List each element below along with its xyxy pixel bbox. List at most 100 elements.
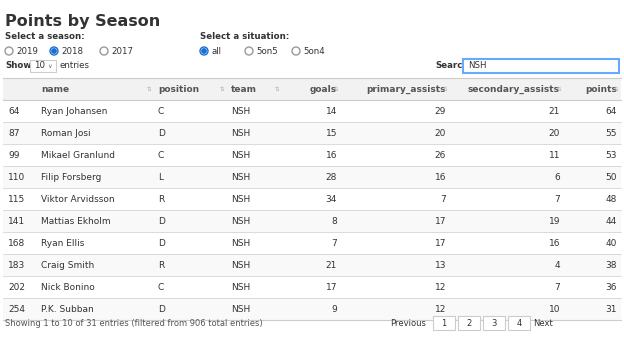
Text: 31: 31 xyxy=(605,304,617,313)
Text: 16: 16 xyxy=(434,173,446,182)
Text: 28: 28 xyxy=(326,173,337,182)
Circle shape xyxy=(100,47,108,55)
Text: 141: 141 xyxy=(8,217,25,226)
Text: 21: 21 xyxy=(326,261,337,270)
Text: 55: 55 xyxy=(605,128,617,137)
Text: Nick Bonino: Nick Bonino xyxy=(41,282,95,291)
Text: Select a season:: Select a season: xyxy=(5,32,85,41)
Circle shape xyxy=(292,47,300,55)
Text: 40: 40 xyxy=(606,238,617,247)
Text: P.K. Subban: P.K. Subban xyxy=(41,304,94,313)
Text: 87: 87 xyxy=(8,128,19,137)
Circle shape xyxy=(50,47,58,55)
Text: 7: 7 xyxy=(554,282,560,291)
Text: L: L xyxy=(158,173,163,182)
Text: Ryan Johansen: Ryan Johansen xyxy=(41,107,107,116)
Text: Filip Forsberg: Filip Forsberg xyxy=(41,173,101,182)
Text: 10: 10 xyxy=(548,304,560,313)
Bar xyxy=(3,100,621,122)
Text: NSH: NSH xyxy=(231,128,250,137)
Text: NSH: NSH xyxy=(231,173,250,182)
Text: 254: 254 xyxy=(8,304,25,313)
Text: Roman Josi: Roman Josi xyxy=(41,128,90,137)
Text: Show: Show xyxy=(5,62,31,71)
Bar xyxy=(463,59,619,73)
Text: 3: 3 xyxy=(491,319,497,328)
Text: ⇅: ⇅ xyxy=(614,86,618,91)
Text: secondary_assists: secondary_assists xyxy=(468,84,560,93)
Bar xyxy=(433,316,455,330)
Text: 4: 4 xyxy=(554,261,560,270)
Text: 202: 202 xyxy=(8,282,25,291)
Bar xyxy=(3,276,621,298)
Text: NSH: NSH xyxy=(231,107,250,116)
Text: Select a situation:: Select a situation: xyxy=(200,32,290,41)
Text: 2: 2 xyxy=(466,319,472,328)
Text: R: R xyxy=(158,194,164,203)
Text: 64: 64 xyxy=(8,107,19,116)
Bar xyxy=(3,210,621,232)
Bar xyxy=(3,122,621,144)
Text: 53: 53 xyxy=(605,151,617,160)
Text: D: D xyxy=(158,238,165,247)
Text: 34: 34 xyxy=(326,194,337,203)
Text: NSH: NSH xyxy=(231,194,250,203)
Text: 19: 19 xyxy=(548,217,560,226)
Text: 12: 12 xyxy=(435,282,446,291)
Text: 10: 10 xyxy=(34,62,45,71)
Text: NSH: NSH xyxy=(231,238,250,247)
Text: ⇅: ⇅ xyxy=(443,86,447,91)
Text: 20: 20 xyxy=(435,128,446,137)
Bar xyxy=(3,298,621,320)
Text: goals: goals xyxy=(310,84,337,93)
Text: 1: 1 xyxy=(441,319,447,328)
Text: Previous: Previous xyxy=(390,319,426,328)
Bar xyxy=(3,232,621,254)
Text: 168: 168 xyxy=(8,238,25,247)
Text: 4: 4 xyxy=(517,319,522,328)
Text: 17: 17 xyxy=(434,238,446,247)
Text: Mattias Ekholm: Mattias Ekholm xyxy=(41,217,110,226)
Bar xyxy=(3,78,621,100)
Text: 7: 7 xyxy=(554,194,560,203)
Circle shape xyxy=(5,47,13,55)
Text: ⇅: ⇅ xyxy=(557,86,562,91)
Text: Mikael Granlund: Mikael Granlund xyxy=(41,151,115,160)
Text: NSH: NSH xyxy=(231,217,250,226)
Text: 12: 12 xyxy=(435,304,446,313)
Text: Craig Smith: Craig Smith xyxy=(41,261,94,270)
Text: 16: 16 xyxy=(548,238,560,247)
Text: 38: 38 xyxy=(605,261,617,270)
Text: 20: 20 xyxy=(548,128,560,137)
Text: 6: 6 xyxy=(554,173,560,182)
Text: Viktor Arvidsson: Viktor Arvidsson xyxy=(41,194,115,203)
Text: 21: 21 xyxy=(548,107,560,116)
Text: ⇅: ⇅ xyxy=(334,86,339,91)
Text: 29: 29 xyxy=(435,107,446,116)
Text: 14: 14 xyxy=(326,107,337,116)
Text: D: D xyxy=(158,128,165,137)
Circle shape xyxy=(200,47,208,55)
Text: C: C xyxy=(158,151,164,160)
Text: 115: 115 xyxy=(8,194,25,203)
Text: 2018: 2018 xyxy=(61,46,83,55)
Text: 15: 15 xyxy=(326,128,337,137)
Text: 11: 11 xyxy=(548,151,560,160)
Text: 8: 8 xyxy=(331,217,337,226)
Text: C: C xyxy=(158,282,164,291)
Bar xyxy=(3,144,621,166)
Text: 26: 26 xyxy=(435,151,446,160)
Text: 64: 64 xyxy=(606,107,617,116)
Text: 2017: 2017 xyxy=(111,46,133,55)
Text: 7: 7 xyxy=(441,194,446,203)
Text: points: points xyxy=(585,84,617,93)
Text: Search:: Search: xyxy=(435,62,472,71)
Circle shape xyxy=(202,49,206,53)
Text: ⇅: ⇅ xyxy=(220,86,225,91)
Circle shape xyxy=(245,47,253,55)
Text: 48: 48 xyxy=(606,194,617,203)
Text: 44: 44 xyxy=(606,217,617,226)
Text: all: all xyxy=(211,46,221,55)
Text: 99: 99 xyxy=(8,151,19,160)
Text: 7: 7 xyxy=(331,238,337,247)
